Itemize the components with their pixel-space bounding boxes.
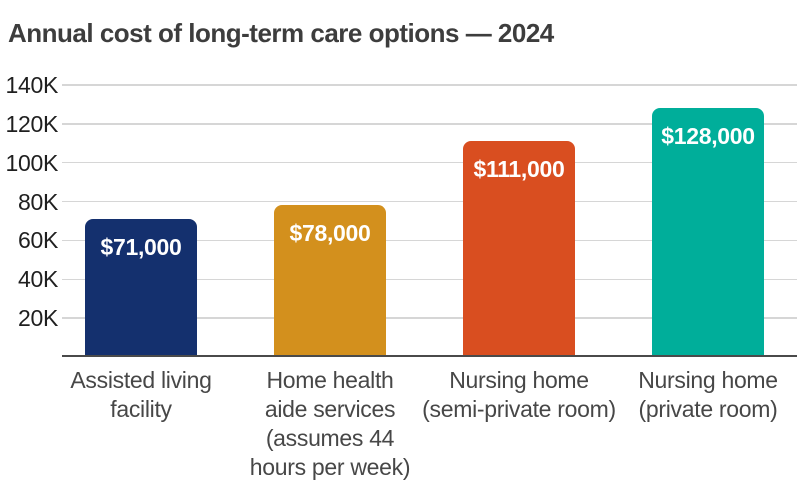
bar-value-label: $71,000 bbox=[100, 234, 182, 261]
bar-value-label: $78,000 bbox=[289, 220, 371, 247]
bar-1: $71,000 bbox=[85, 219, 197, 357]
bar-value-label: $111,000 bbox=[473, 156, 565, 183]
x-axis-category-label: Nursing home (semi-private room) bbox=[422, 367, 616, 422]
y-gridline bbox=[62, 239, 797, 242]
bar-2: $78,000 bbox=[274, 205, 386, 357]
y-gridline bbox=[62, 84, 797, 86]
y-gridline bbox=[62, 317, 797, 319]
y-axis-tick-label: 120K bbox=[5, 110, 58, 137]
plot-area: 20K 40K 60K 80K 100K 120K 140K $71,000 Assisted … bbox=[5, 72, 797, 480]
bar-4: $128,000 bbox=[652, 108, 764, 357]
x-axis-category-label: Assisted living facility bbox=[70, 367, 212, 422]
y-gridline bbox=[62, 200, 797, 203]
y-axis-tick-label: 100K bbox=[5, 149, 58, 176]
y-gridline bbox=[62, 278, 797, 281]
x-axis-category-label: Nursing home (private room) bbox=[638, 367, 778, 422]
y-axis-tick-label: 40K bbox=[17, 266, 58, 293]
bar-3: $111,000 bbox=[463, 141, 575, 357]
bar-value-label: $128,000 bbox=[661, 123, 755, 150]
y-axis-tick-label: 20K bbox=[17, 305, 58, 332]
x-axis-line bbox=[62, 355, 797, 357]
chart-title: Annual cost of long-term care options — … bbox=[8, 18, 554, 48]
y-axis-tick-label: 80K bbox=[17, 188, 58, 215]
chart: Annual cost of long-term care options — … bbox=[5, 18, 797, 480]
y-axis-tick-label: 140K bbox=[5, 72, 58, 98]
y-axis-tick-label: 60K bbox=[17, 227, 58, 254]
y-gridline bbox=[62, 161, 797, 164]
y-gridline bbox=[62, 123, 797, 125]
